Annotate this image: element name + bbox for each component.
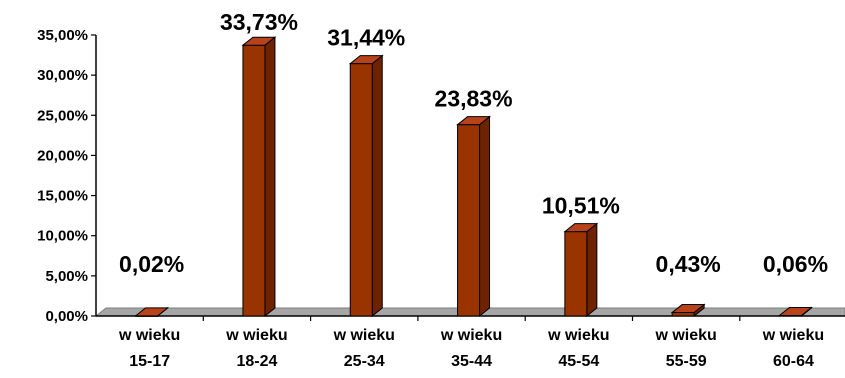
data-label: 23,83% xyxy=(435,86,513,112)
bar-top-face xyxy=(241,36,277,46)
y-tick-label: 20,00% xyxy=(37,147,88,164)
category-label: w wieku xyxy=(225,327,287,344)
category-label: 25-34 xyxy=(344,353,385,370)
bar-side-face xyxy=(586,222,598,318)
category-label: 60-64 xyxy=(773,353,814,370)
bar-front-face xyxy=(349,63,373,317)
y-tick-label: 10,00% xyxy=(37,228,88,245)
bar-top-face xyxy=(134,307,170,317)
data-label: 0,02% xyxy=(119,251,184,277)
y-tick-label: 35,00% xyxy=(37,27,88,44)
bar-front-face xyxy=(671,312,695,317)
y-axis: 0,00% 5,00% 10,00% 15,00% 20,00% 25,00% 30,00%… xyxy=(37,27,741,325)
bar-front-face xyxy=(242,44,266,317)
category-label: w wieku xyxy=(654,327,716,344)
bar-side-face xyxy=(264,36,276,318)
bars-layer xyxy=(134,36,813,318)
y-tick-label: 15,00% xyxy=(37,188,88,205)
data-label: 0,43% xyxy=(656,251,721,277)
y-tick-label: 5,00% xyxy=(45,268,88,285)
category-label: 55-59 xyxy=(666,353,707,370)
bar xyxy=(348,54,384,318)
bar xyxy=(241,36,277,318)
bar-top-face xyxy=(778,307,813,317)
category-label: w wieku xyxy=(118,327,180,344)
category-label: 15-17 xyxy=(129,353,170,370)
data-label: 0,06% xyxy=(763,251,828,277)
data-label: 10,51% xyxy=(542,193,620,219)
bar-top-face xyxy=(563,223,599,233)
bar xyxy=(778,306,813,318)
bar-top-face xyxy=(456,116,491,126)
category-label: w wieku xyxy=(333,327,395,344)
category-label: 45-54 xyxy=(558,353,599,370)
y-tick-label: 25,00% xyxy=(37,107,88,124)
data-label: 33,73% xyxy=(220,9,298,35)
bar-top-face xyxy=(670,304,706,314)
bar-front-face xyxy=(457,124,481,317)
data-label: 31,44% xyxy=(327,25,405,51)
category-label: w wieku xyxy=(547,327,609,344)
bar-side-face xyxy=(479,115,491,318)
category-label: w wieku xyxy=(762,327,824,344)
bar-front-face xyxy=(564,231,588,317)
bar xyxy=(670,303,706,318)
y-tick-label: 0,00% xyxy=(45,308,88,325)
category-label: w wieku xyxy=(440,327,502,344)
bar xyxy=(456,115,491,318)
category-label: 35-44 xyxy=(451,353,492,370)
labels-layer: 0,02% w wieku 15-17 33,73% w wieku 18-24 31,44… xyxy=(118,9,828,370)
bar xyxy=(563,222,599,318)
y-tick-label: 30,00% xyxy=(37,67,88,84)
bar-top-face xyxy=(348,55,384,65)
category-label: 18-24 xyxy=(236,353,277,370)
bar xyxy=(134,306,170,318)
bar-side-face xyxy=(371,54,383,318)
